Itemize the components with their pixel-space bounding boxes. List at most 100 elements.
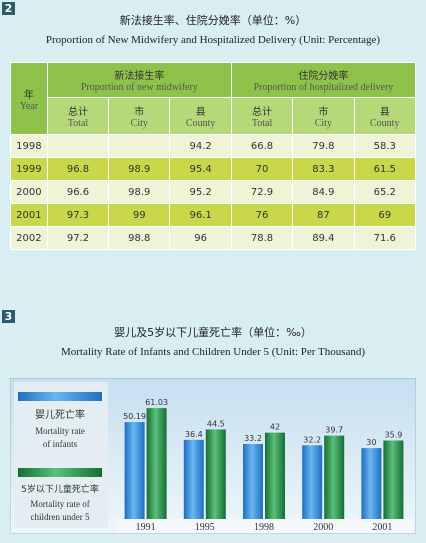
value-cell: 84.9 bbox=[292, 180, 355, 204]
value-cell: 78.8 bbox=[230, 226, 294, 250]
header-en: City bbox=[130, 118, 148, 129]
header-en: Total bbox=[67, 118, 89, 129]
data-label: 50.19 bbox=[123, 412, 146, 421]
sub-header: 县 County bbox=[353, 97, 416, 135]
group-header: 住院分娩率 Proportion of hospitalized delivery bbox=[230, 62, 417, 98]
table-row: 1999 96.8 98.9 95.4 70 83.3 61.5 bbox=[10, 157, 416, 181]
bar bbox=[383, 440, 404, 519]
value-cell: 76 bbox=[230, 203, 294, 227]
header-zh: 市 bbox=[318, 107, 329, 118]
sub-header: 总计 Total bbox=[46, 97, 110, 135]
bar bbox=[243, 443, 263, 519]
year-header: 年 Year bbox=[10, 62, 48, 135]
section-number: 2 bbox=[2, 2, 15, 15]
x-tick-label: 2000 bbox=[313, 522, 333, 533]
legend-label-en: children under 5 bbox=[31, 512, 90, 522]
year-cell: 1999 bbox=[10, 157, 48, 181]
value-cell: 70 bbox=[230, 157, 294, 181]
value-cell: 79.8 bbox=[292, 134, 355, 158]
header-zh: 年 bbox=[23, 89, 34, 101]
section-title: 新法接生率、住院分娩率（单位：%） bbox=[119, 14, 307, 27]
sub-header: 县 County bbox=[169, 97, 232, 135]
value-cell: 97.3 bbox=[46, 203, 110, 227]
data-label: 36.4 bbox=[185, 430, 203, 439]
legend-swatch bbox=[18, 392, 102, 401]
chart: 婴儿死亡率 Mortality rate of infants 5岁以下儿童死亡… bbox=[10, 378, 416, 534]
value-cell: 96 bbox=[169, 226, 232, 250]
header-en: Proportion of hospitalized delivery bbox=[253, 82, 394, 93]
data-label: 32.2 bbox=[303, 435, 321, 444]
bar bbox=[205, 429, 226, 519]
bar bbox=[265, 432, 285, 519]
x-tick-label: 2001 bbox=[372, 522, 392, 533]
year-cell: 1998 bbox=[10, 134, 48, 158]
value-cell: 61.5 bbox=[353, 157, 416, 181]
value-cell: 96.6 bbox=[46, 180, 110, 204]
value-cell: 96.8 bbox=[46, 157, 110, 181]
value-cell: 98.9 bbox=[108, 180, 171, 204]
value-cell: 95.2 bbox=[169, 180, 232, 204]
value-cell bbox=[108, 134, 171, 158]
value-cell: 96.1 bbox=[169, 203, 232, 227]
year-cell: 2001 bbox=[10, 203, 48, 227]
category-band bbox=[116, 519, 412, 533]
bar bbox=[302, 445, 323, 519]
data-label: 30 bbox=[366, 438, 376, 447]
header-en: Year bbox=[19, 100, 39, 112]
sub-header: 市 City bbox=[108, 97, 171, 135]
section-number: 3 bbox=[2, 310, 15, 323]
data-label: 35.9 bbox=[384, 431, 402, 440]
section-title: 婴儿及5岁以下儿童死亡率（单位：‰） bbox=[114, 326, 312, 339]
legend-swatch bbox=[18, 468, 102, 477]
value-cell: 69 bbox=[353, 203, 416, 227]
table-row: 2002 97.2 98.8 96 78.8 89.4 71.6 bbox=[10, 226, 416, 250]
data-label: 39.7 bbox=[325, 426, 343, 435]
header-zh: 县 bbox=[379, 107, 390, 118]
value-cell: 89.4 bbox=[292, 226, 355, 250]
table-row: 2001 97.3 99 96.1 76 87 69 bbox=[10, 203, 416, 227]
header-en: City bbox=[314, 118, 332, 129]
legend-label: 婴儿死亡率 bbox=[35, 408, 85, 421]
value-cell: 97.2 bbox=[46, 226, 110, 250]
bar bbox=[361, 448, 382, 519]
table-row: 1998 94.2 66.8 79.8 58.3 bbox=[10, 134, 416, 158]
header-en: County bbox=[185, 118, 216, 129]
value-cell: 65.2 bbox=[353, 180, 416, 204]
section-subtitle: Proportion of New Midwifery and Hospital… bbox=[45, 34, 381, 46]
value-cell: 98.9 bbox=[108, 157, 171, 181]
header-zh: 县 bbox=[195, 107, 206, 118]
value-cell: 95.4 bbox=[169, 157, 232, 181]
header-zh: 总计 bbox=[252, 107, 273, 118]
value-cell: 66.8 bbox=[230, 134, 294, 158]
legend-label-en: Mortality rate bbox=[35, 426, 85, 436]
bar bbox=[124, 422, 145, 519]
header-en: Total bbox=[251, 118, 273, 129]
header-en: County bbox=[370, 118, 400, 129]
value-cell: 71.6 bbox=[353, 226, 416, 250]
value-cell: 58.3 bbox=[353, 134, 416, 158]
sub-header: 市 City bbox=[292, 97, 355, 135]
table: 年 Year 新法接生率 Proportion of new midwifery 住… bbox=[10, 62, 417, 250]
value-cell bbox=[46, 134, 110, 158]
header-en: Proportion of new midwifery bbox=[80, 82, 198, 93]
legend-label-en: of infants bbox=[43, 439, 78, 449]
legend-panel bbox=[14, 382, 108, 528]
value-cell: 99 bbox=[108, 203, 171, 227]
section-subtitle: Mortality Rate of Infants and Children U… bbox=[60, 346, 366, 358]
bar bbox=[183, 439, 204, 519]
group-header: 新法接生率 Proportion of new midwifery bbox=[46, 62, 232, 98]
value-cell: 72.9 bbox=[230, 180, 294, 204]
bar bbox=[324, 435, 345, 519]
year-cell: 2002 bbox=[10, 226, 48, 250]
value-cell: 87 bbox=[292, 203, 355, 227]
header-zh: 住院分娩率 bbox=[298, 71, 349, 82]
x-tick-label: 1998 bbox=[254, 522, 274, 533]
legend-label: 5岁以下儿童死亡率 bbox=[21, 483, 99, 495]
header-zh: 新法接生率 bbox=[114, 71, 165, 82]
data-label: 61.03 bbox=[145, 398, 168, 407]
legend-label-en: Mortality rate of bbox=[30, 499, 89, 509]
year-cell: 2000 bbox=[10, 180, 48, 204]
value-cell: 98.8 bbox=[108, 226, 171, 250]
header-zh: 总计 bbox=[67, 107, 88, 118]
